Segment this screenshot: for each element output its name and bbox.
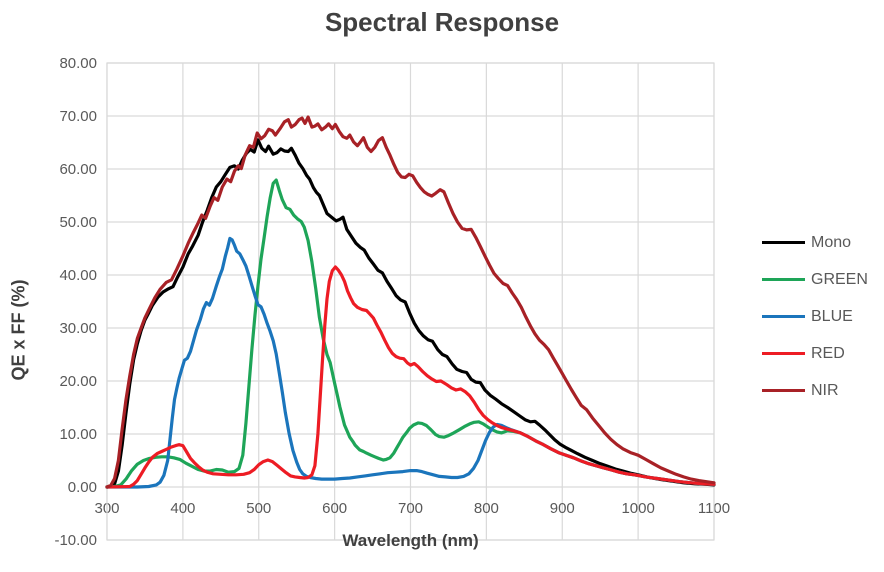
- legend-line-green: [762, 278, 805, 281]
- y-tick-label: 40.00: [59, 267, 97, 284]
- x-tick-label: 700: [398, 500, 423, 517]
- legend-label-mono: Mono: [811, 233, 852, 251]
- x-tick-label: 900: [550, 500, 575, 517]
- x-tick-label: 400: [170, 500, 195, 517]
- y-tick-label: 0.00: [68, 479, 97, 496]
- legend-label-blue: BLUE: [811, 307, 853, 325]
- x-tick-label: 600: [322, 500, 347, 517]
- legend-label-nir: NIR: [811, 381, 839, 399]
- chart-title: Spectral Response: [324, 7, 560, 37]
- y-tick-label: 60.00: [59, 161, 97, 178]
- legend-item-green: GREEN: [762, 261, 868, 298]
- series-line-red: [105, 265, 716, 489]
- legend-item-red: RED: [762, 335, 868, 372]
- x-tick-label: 1000: [621, 500, 654, 517]
- y-tick-label: 10.00: [59, 426, 97, 443]
- y-tick-label: 20.00: [59, 373, 97, 390]
- series-line-mono: [105, 138, 716, 489]
- x-tick-label: 800: [474, 500, 499, 517]
- y-tick-label: 70.00: [59, 108, 97, 125]
- legend-line-nir: [762, 389, 805, 392]
- series-line-nir: [105, 115, 716, 489]
- legend: Mono GREEN BLUE RED NIR: [762, 224, 868, 409]
- x-tick-label: 500: [246, 500, 271, 517]
- y-tick-label: 80.00: [59, 55, 97, 72]
- y-tick-label: 50.00: [59, 214, 97, 231]
- legend-line-red: [762, 352, 805, 355]
- legend-label-green: GREEN: [811, 270, 868, 288]
- legend-item-nir: NIR: [762, 372, 868, 409]
- legend-line-mono: [762, 241, 805, 244]
- y-tick-label: -10.00: [54, 532, 97, 549]
- y-tick-label: 30.00: [59, 320, 97, 337]
- legend-item-mono: Mono: [762, 224, 868, 261]
- plot-border: [106, 62, 715, 541]
- legend-item-blue: BLUE: [762, 298, 868, 335]
- x-axis-title: Wavelength (nm): [342, 531, 479, 550]
- legend-label-red: RED: [811, 344, 845, 362]
- legend-line-blue: [762, 315, 805, 318]
